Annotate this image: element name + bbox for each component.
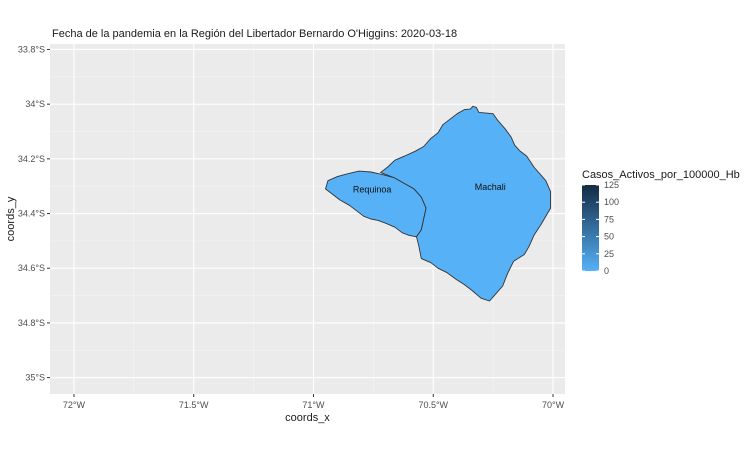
- chart-title: Fecha de la pandemia en la Región del Li…: [52, 28, 457, 40]
- x-tick-label: 72°W: [63, 400, 86, 410]
- region-polygons: [325, 105, 552, 302]
- y-tick-label: 34.8°S: [18, 318, 45, 328]
- x-tick-label: 71.5°W: [179, 400, 209, 410]
- y-tick-label: 35°S: [25, 373, 45, 383]
- y-tick-label: 34.6°S: [18, 263, 45, 273]
- region-machali: [380, 105, 552, 302]
- region-labels: Requinoa Machali: [353, 182, 506, 194]
- x-tick-label: 70°W: [542, 400, 565, 410]
- legend-colorbar: [582, 185, 599, 271]
- legend: Casos_Activos_por_100000_Hb 125 100 75 50 25…: [582, 169, 740, 276]
- legend-tick-label: 75: [604, 214, 614, 224]
- x-tick-label: 70.5°W: [418, 400, 448, 410]
- region-label-requinoa: Requinoa: [353, 184, 392, 194]
- legend-tick-label: 100: [604, 197, 619, 207]
- legend-tick-label: 25: [604, 249, 614, 259]
- legend-tick-label: 0: [604, 266, 609, 276]
- y-tick-label: 34°S: [25, 99, 45, 109]
- y-axis-title: coords_y: [5, 196, 17, 241]
- legend-title: Casos_Activos_por_100000_Hb: [582, 169, 740, 181]
- x-axis-title: coords_x: [285, 412, 330, 424]
- x-axis: 72°W 71.5°W 71°W 70.5°W 70°W: [63, 394, 565, 410]
- y-tick-label: 34.4°S: [18, 209, 45, 219]
- y-tick-label: 34.2°S: [18, 154, 45, 164]
- legend-tick-label: 50: [604, 232, 614, 242]
- y-axis: 33.8°S 34°S 34.2°S 34.4°S 34.6°S 34.8°S 35°S: [18, 44, 50, 383]
- legend-ticks: 125 100 75 50 25 0: [582, 180, 619, 276]
- legend-tick-label: 125: [604, 180, 619, 190]
- region-label-machali: Machali: [475, 182, 506, 192]
- y-tick-label: 33.8°S: [18, 44, 45, 54]
- x-tick-label: 71°W: [302, 400, 325, 410]
